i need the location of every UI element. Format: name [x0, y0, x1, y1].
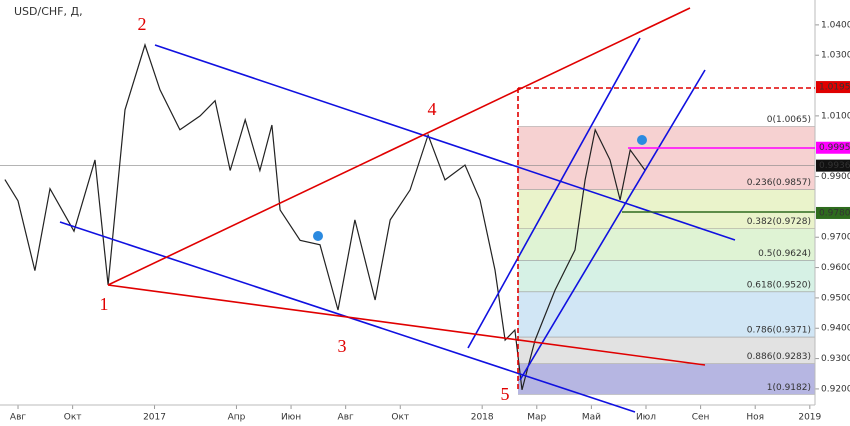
y-tick-label: 0.9500 [821, 293, 850, 303]
trendline [107, 284, 706, 366]
fib-label: 0.382(0.9728) [747, 217, 811, 227]
event-icon[interactable] [313, 231, 323, 241]
price-tag [816, 141, 850, 154]
wave-label: 2 [138, 14, 147, 34]
wave-label: 4 [428, 99, 437, 119]
fib-zone [518, 126, 815, 190]
y-tick-label: 1.0300 [821, 51, 850, 61]
fib-label: 0(1.0065) [767, 115, 811, 125]
price-tag [816, 159, 850, 172]
wave-label: 3 [338, 336, 347, 356]
y-tick-label: 0.9700 [821, 233, 850, 243]
price-tag-label: 0.9936 [819, 161, 850, 171]
fib-label: 0.618(0.9520) [747, 280, 811, 290]
event-icon[interactable] [637, 135, 647, 145]
x-tick-label: Май [582, 413, 601, 423]
y-tick-label: 0.9300 [821, 354, 850, 364]
price-tag-label: 0.9780 [819, 208, 850, 218]
trendline [107, 7, 691, 286]
trendline [467, 37, 641, 349]
wave-label: 5 [501, 384, 510, 404]
wave-label: 1 [100, 294, 109, 314]
x-tick-label: Мар [527, 413, 546, 423]
y-tick-label: 0.9200 [821, 384, 850, 394]
trendlines [59, 7, 815, 413]
x-tick-label: Авг [338, 413, 354, 423]
x-tick-label: Окт [391, 413, 409, 423]
x-tick-label: Июн [281, 413, 301, 423]
x-tick-label: Апр [228, 413, 246, 423]
x-tick-label: Ноя [746, 413, 764, 423]
fib-zone [518, 228, 815, 261]
x-tick-label: Авг [10, 413, 26, 423]
fib-label: 0.5(0.9624) [758, 249, 811, 259]
price-tag-label: 0.9995 [819, 143, 850, 153]
x-tick-label: Июл [636, 413, 656, 423]
fib-label: 0.236(0.9857) [747, 178, 811, 188]
trendline [519, 69, 706, 381]
fib-label: 0.886(0.9283) [747, 352, 811, 362]
x-tick-label: 2018 [471, 413, 494, 423]
x-tick-label: 2017 [143, 413, 166, 423]
price-tag [816, 206, 850, 219]
y-tick-label: 0.9900 [821, 172, 850, 182]
x-tick-label: Сен [692, 413, 710, 423]
y-tick-label: 1.0400 [821, 20, 850, 30]
x-tick-label: 2019 [798, 413, 821, 423]
chart-title: USD/CHF, Д, [14, 5, 83, 18]
fib-label: 1(0.9182) [767, 383, 811, 393]
x-tick-label: Окт [64, 413, 82, 423]
fib-label: 0.786(0.9371) [747, 326, 811, 336]
y-tick-label: 0.9600 [821, 263, 850, 273]
trendline [154, 44, 736, 241]
price-tag [816, 81, 850, 94]
fib-zone [518, 189, 815, 229]
y-tick-label: 1.0100 [821, 111, 850, 121]
y-tick-label: 0.9400 [821, 324, 850, 334]
price-line [4, 42, 646, 390]
price-tag-label: 1.0195 [819, 83, 850, 93]
